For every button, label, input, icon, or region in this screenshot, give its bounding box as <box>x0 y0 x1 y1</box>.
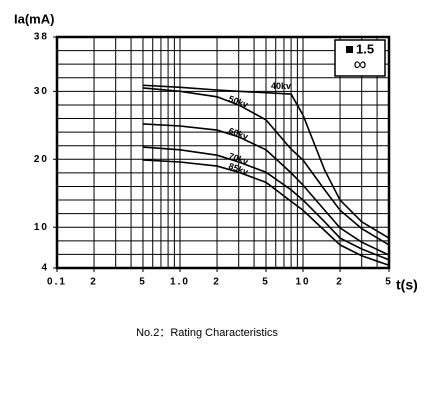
caption: No.2：Rating Characteristics <box>136 327 278 339</box>
y-tick-label: 4 <box>41 263 49 274</box>
curve <box>142 84 390 239</box>
y-axis-label: Ia(mA) <box>14 11 54 26</box>
x-tick-label: 0.1 <box>47 277 67 288</box>
curve <box>142 159 390 267</box>
x-tick-label: 5 <box>262 277 270 288</box>
curve-label: 40kv <box>271 81 291 91</box>
legend-box <box>334 39 386 77</box>
plot-frame <box>55 35 391 270</box>
legend-square <box>346 46 353 53</box>
y-tick-label: 38 <box>34 32 49 43</box>
x-tick-label: 2 <box>213 277 221 288</box>
x-tick-label: 5 <box>139 277 147 288</box>
y-tick-label: 20 <box>34 154 49 165</box>
x-tick-label: 10 <box>295 277 310 288</box>
x-tick-label: 1.0 <box>170 277 190 288</box>
y-tick-label: 30 <box>34 86 49 97</box>
curve <box>142 87 390 246</box>
y-tick-label: 10 <box>34 222 49 233</box>
legend-text: 1.5 <box>356 41 374 56</box>
x-tick-label: 2 <box>90 277 98 288</box>
legend-text: ∞ <box>354 54 367 74</box>
curve <box>142 123 390 256</box>
x-tick-label: 2 <box>336 277 344 288</box>
x-tick-label: 5 <box>385 277 393 288</box>
curve <box>142 146 390 261</box>
x-axis-label: t(s) <box>396 277 418 293</box>
